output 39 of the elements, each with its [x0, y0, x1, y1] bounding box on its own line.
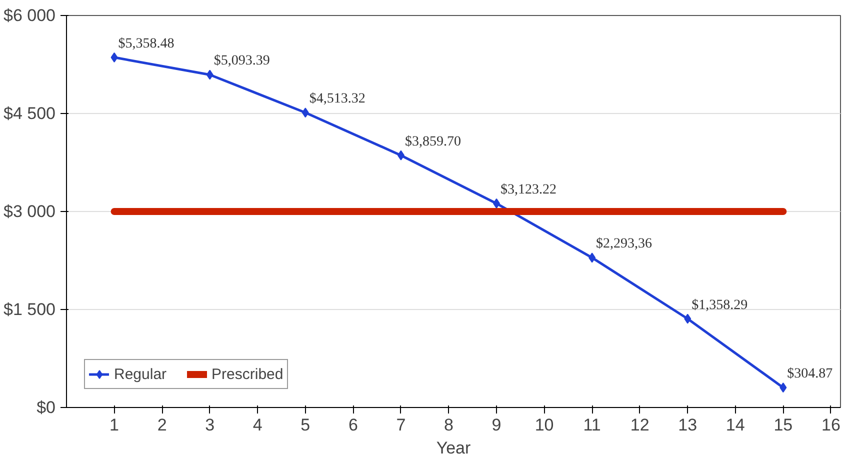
data-label: $5,358.48 — [118, 36, 174, 52]
data-label: $1,358.29 — [692, 298, 748, 313]
x-tick-label: 3 — [205, 416, 215, 434]
data-label: $3,859.70 — [404, 134, 461, 150]
x-axis-title: Year — [436, 438, 472, 458]
data-label: $304.87 — [787, 366, 833, 382]
x-tick-label: 8 — [444, 416, 454, 434]
x-tick-label: 5 — [300, 416, 310, 434]
point — [588, 252, 596, 263]
x-tick-label: 7 — [396, 416, 406, 434]
x-tick-label: 6 — [348, 416, 358, 434]
x-tick-label: 14 — [726, 416, 745, 434]
point — [397, 150, 404, 160]
legend-label: Prescribed — [212, 366, 284, 382]
x-tick-label: 13 — [678, 416, 698, 434]
data-label: $3,123.22 — [500, 182, 556, 198]
x-tick-label: 1 — [110, 416, 120, 434]
y-tick-label: $4 500 — [4, 104, 56, 123]
x-tick-label: 15 — [774, 416, 793, 434]
x-tick-label: 16 — [821, 416, 840, 434]
point — [684, 314, 692, 324]
x-tick-label: 10 — [534, 416, 554, 434]
y-tick-label: $6 000 — [4, 6, 56, 25]
data-label: $5,093.39 — [214, 54, 270, 69]
y-tick-label: $1 500 — [4, 300, 56, 319]
x-tick-label: 4 — [252, 416, 262, 434]
x-tick-label: 11 — [583, 416, 601, 434]
y-tick-label: $0 — [36, 398, 56, 417]
point — [110, 52, 118, 62]
point — [302, 108, 309, 118]
point — [206, 70, 214, 80]
data-label: $2,293,36 — [596, 236, 652, 252]
legend-label: Regular — [114, 366, 167, 382]
x-tick-label: 9 — [492, 416, 502, 434]
y-tick-label: $3 000 — [4, 202, 56, 221]
data-label: $4,513.32 — [309, 92, 366, 107]
x-tick-label: 2 — [157, 416, 167, 434]
x-tick-label: 12 — [630, 416, 650, 434]
point — [780, 382, 787, 393]
